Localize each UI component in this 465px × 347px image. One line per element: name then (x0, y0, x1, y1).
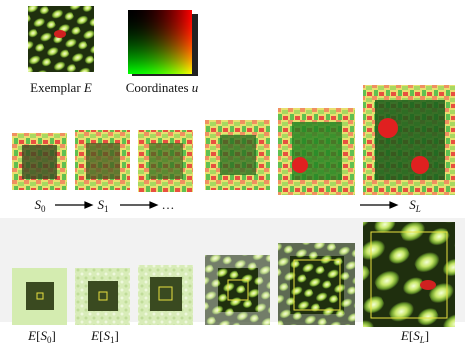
label-close: ] (425, 328, 429, 343)
label-sub: 0 (41, 204, 46, 214)
figure: Exemplar E Coordinates u S0 S1 … SL E[S0] E[S1]… (0, 0, 465, 347)
label: E[S1] (90, 328, 119, 345)
label-text: Exemplar (30, 80, 84, 95)
label: S0 (35, 197, 47, 214)
exemplar-spot (54, 30, 66, 38)
coordinates-image (128, 10, 192, 74)
label: Coordinates u (126, 80, 199, 95)
label-sub: 1 (104, 204, 109, 214)
label-var: u (192, 80, 199, 95)
synthesis-row (12, 85, 455, 195)
label: E[SL] (400, 328, 429, 345)
label-text: … (162, 197, 175, 212)
label-close: ] (114, 328, 118, 343)
label-var: E (83, 80, 92, 95)
label: S1 (98, 197, 109, 214)
label: SL (409, 197, 421, 214)
label-text: Coordinates (126, 80, 192, 95)
label-func: E (27, 328, 36, 343)
label: Exemplar E (30, 80, 92, 95)
label-close: ] (51, 328, 55, 343)
label: … (162, 197, 175, 212)
label: E[S0] (27, 328, 56, 345)
label-func: E (90, 328, 99, 343)
exemplar-image (28, 6, 94, 72)
label-func: E (400, 328, 409, 343)
label-sub: L (415, 204, 421, 214)
